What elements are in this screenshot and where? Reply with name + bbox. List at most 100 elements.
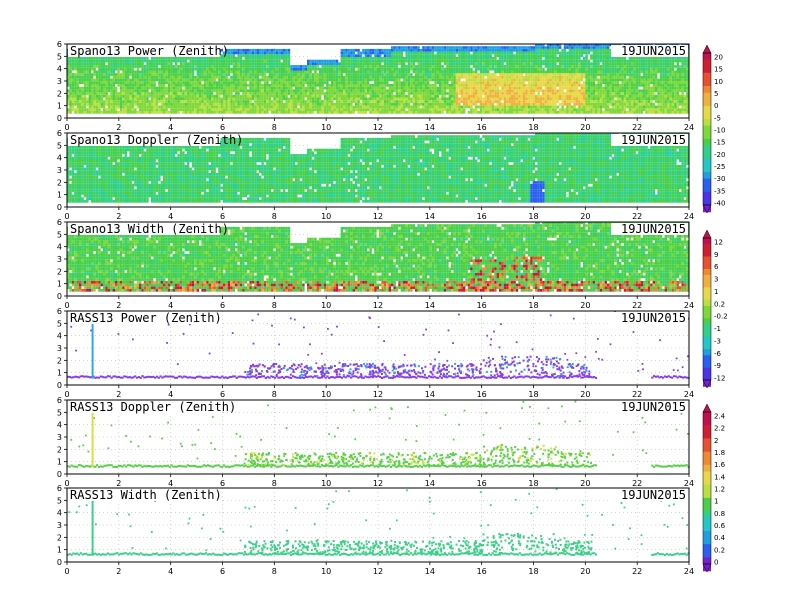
heatmap-cell	[175, 100, 178, 103]
heatmap-cell	[383, 111, 387, 114]
heatmap-cell	[580, 67, 583, 71]
heatmap-cell	[201, 94, 204, 98]
heatmap-cell	[283, 51, 286, 55]
heatmap-cell	[554, 59, 557, 63]
heatmap-cell	[455, 67, 459, 71]
heatmap-cell	[290, 78, 293, 82]
heatmap-cell	[443, 62, 447, 66]
heatmap-cell	[463, 108, 466, 111]
heatmap-cell	[148, 81, 151, 84]
heatmap-cell	[165, 86, 168, 90]
heatmap-cell	[278, 59, 281, 63]
heatmap-cell	[83, 62, 87, 66]
heatmap-cell	[223, 84, 226, 87]
heatmap-cell	[328, 78, 331, 82]
heatmap-cell	[177, 70, 180, 74]
heatmap-cell	[115, 89, 118, 93]
heatmap-cell	[537, 70, 540, 74]
heatmap-cell	[460, 70, 463, 74]
heatmap-cell	[146, 105, 149, 109]
heatmap-cell	[345, 51, 348, 55]
heatmap-cell	[323, 70, 327, 74]
heatmap-cell	[575, 67, 579, 71]
heatmap-cell	[453, 81, 456, 84]
heatmap-cell	[83, 94, 87, 98]
heatmap-cell	[429, 108, 432, 111]
heatmap-cell	[393, 108, 396, 111]
heatmap-cell	[184, 102, 187, 106]
heatmap-cell	[112, 78, 115, 82]
heatmap-cell	[487, 102, 490, 106]
heatmap-cell	[273, 48, 276, 52]
heatmap-cell	[388, 86, 391, 90]
heatmap-cell	[551, 89, 555, 93]
heatmap-cell	[566, 108, 569, 111]
heatmap-cell	[208, 70, 211, 74]
heatmap-cell	[436, 73, 439, 76]
heatmap-cell	[350, 108, 353, 111]
heatmap-cell	[374, 48, 377, 52]
heatmap-cell	[398, 81, 401, 84]
heatmap-cell	[249, 51, 252, 55]
heatmap-cell	[215, 67, 219, 71]
heatmap-cell	[206, 84, 209, 87]
heatmap-cell	[475, 46, 478, 49]
heatmap-cell	[292, 65, 295, 68]
heatmap-cell	[151, 81, 154, 84]
heatmap-cell	[518, 51, 521, 55]
heatmap-cell	[242, 100, 245, 103]
heatmap-cell	[91, 67, 94, 71]
heatmap-cell	[179, 108, 183, 111]
heatmap-cell	[316, 92, 319, 95]
heatmap-cell	[412, 46, 415, 49]
heatmap-cell	[213, 65, 216, 68]
heatmap-cell	[213, 62, 216, 66]
heatmap-cell	[136, 100, 139, 103]
heatmap-cell	[175, 75, 178, 79]
heatmap-cell	[263, 105, 267, 109]
heatmap-cell	[191, 111, 195, 114]
heatmap-cell	[307, 92, 310, 95]
heatmap-cell	[496, 67, 499, 71]
heatmap-cell	[98, 65, 101, 68]
heatmap-cell	[477, 100, 480, 103]
heatmap-cell	[496, 86, 499, 90]
heatmap-cell	[110, 65, 113, 68]
heatmap-cell	[271, 102, 274, 106]
heatmap-cell	[333, 59, 336, 63]
heatmap-cell	[285, 84, 288, 87]
heatmap-cell	[578, 94, 581, 98]
heatmap-cell	[131, 78, 135, 82]
heatmap-cell	[427, 51, 430, 55]
heatmap-cell	[124, 84, 127, 87]
heatmap-cell	[71, 73, 75, 76]
heatmap-cell	[381, 100, 384, 103]
heatmap-cell	[167, 67, 171, 71]
heatmap-cell	[535, 81, 538, 84]
heatmap-cell	[494, 105, 497, 109]
heatmap-cell	[93, 94, 96, 98]
heatmap-cell	[499, 108, 502, 111]
heatmap-cell	[508, 81, 511, 84]
heatmap-cell	[201, 59, 204, 63]
heatmap-cell	[254, 81, 257, 84]
heatmap-cell	[333, 89, 336, 93]
heatmap-cell	[415, 70, 418, 74]
heatmap-cell	[271, 84, 274, 87]
heatmap-cell	[256, 105, 259, 109]
heatmap-cell	[472, 97, 475, 101]
heatmap-cell	[91, 89, 94, 93]
heatmap-cell	[151, 105, 154, 109]
heatmap-cell	[215, 100, 219, 103]
heatmap-cell	[263, 65, 267, 68]
heatmap-cell	[275, 67, 279, 71]
heatmap-cell	[314, 105, 317, 109]
heatmap-cell	[100, 65, 103, 68]
heatmap-cell	[362, 111, 365, 114]
heatmap-cell	[575, 62, 579, 66]
heatmap-cell	[419, 54, 423, 57]
heatmap-cell	[523, 94, 526, 98]
heatmap-cell	[499, 57, 502, 60]
heatmap-cell	[391, 51, 394, 55]
heatmap-cell	[583, 94, 586, 98]
